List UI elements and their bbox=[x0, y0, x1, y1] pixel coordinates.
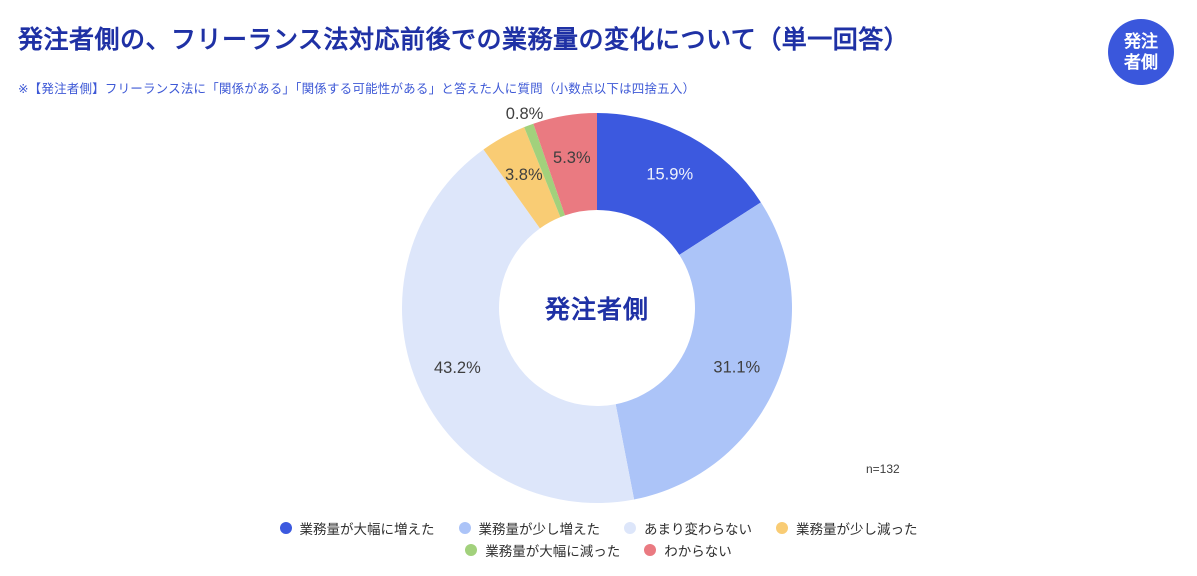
legend-item[interactable]: 業務量が少し減った bbox=[776, 518, 918, 538]
donut-slice[interactable] bbox=[483, 127, 561, 229]
legend-row: 業務量が大幅に減った わからない bbox=[0, 539, 1197, 560]
legend-label: 業務量が大幅に減った bbox=[485, 543, 621, 559]
legend-swatch-icon bbox=[624, 521, 636, 534]
orderer-badge: 発注 者側 bbox=[1108, 19, 1174, 85]
legend-swatch-icon bbox=[644, 543, 657, 556]
slice-value-label: 0.8% bbox=[506, 105, 544, 123]
donut-slice[interactable] bbox=[533, 113, 597, 216]
survey-note: ※【発注者側】フリーランス法に「関係がある」「関係する可能性がある」と答えた人に… bbox=[18, 82, 696, 96]
slice-value-label: 43.2% bbox=[434, 359, 481, 377]
legend-row: 業務量が大幅に増えた 業務量が少し増えた あまり変わらない 業務量が少し減った bbox=[0, 517, 1197, 538]
donut-slice[interactable] bbox=[401, 149, 635, 504]
sample-size-label: n=132 bbox=[866, 462, 900, 476]
legend-item[interactable]: 業務量が大幅に減った bbox=[465, 540, 620, 560]
badge-text-line2: 者側 bbox=[1124, 53, 1158, 72]
legend-item[interactable]: わからない bbox=[644, 540, 732, 560]
donut-slice[interactable] bbox=[615, 202, 793, 500]
legend-label: わからない bbox=[664, 543, 732, 559]
legend-item[interactable]: 業務量が少し増えた bbox=[458, 518, 601, 538]
legend-item[interactable]: あまり変わらない bbox=[624, 518, 752, 538]
legend-swatch-icon bbox=[465, 543, 478, 556]
page-title: 発注者側の、フリーランス法対応前後での業務量の変化について（単一回答） bbox=[18, 26, 910, 54]
chart-legend: 業務量が大幅に増えた 業務量が少し増えた あまり変わらない 業務量が少し減った 業務量が… bbox=[0, 517, 1197, 560]
legend-label: あまり変わらない bbox=[644, 521, 752, 537]
slice-value-label: 15.9% bbox=[646, 166, 693, 184]
donut-slice[interactable] bbox=[597, 113, 761, 255]
legend-swatch-icon bbox=[776, 521, 788, 534]
legend-label: 業務量が大幅に増えた bbox=[299, 521, 435, 537]
legend-label: 業務量が少し増えた bbox=[478, 521, 601, 537]
slice-value-label: 31.1% bbox=[713, 359, 760, 377]
legend-swatch-icon bbox=[458, 521, 471, 534]
legend-item[interactable]: 業務量が大幅に増えた bbox=[279, 518, 435, 538]
slice-value-label: 5.3% bbox=[553, 149, 591, 167]
badge-text-line1: 発注 bbox=[1124, 31, 1158, 51]
donut-chart-area: 15.9% 31.1% 43.2% 3.8% 0.8% 5.3% 発注者側 bbox=[382, 93, 812, 523]
legend-label: 業務量が少し減った bbox=[796, 521, 918, 537]
slice-value-label: 3.8% bbox=[505, 166, 543, 184]
donut-chart-svg: 15.9% 31.1% 43.2% 3.8% 0.8% 5.3% bbox=[401, 105, 793, 504]
legend-swatch-icon bbox=[279, 521, 292, 534]
donut-slice[interactable] bbox=[524, 123, 565, 218]
